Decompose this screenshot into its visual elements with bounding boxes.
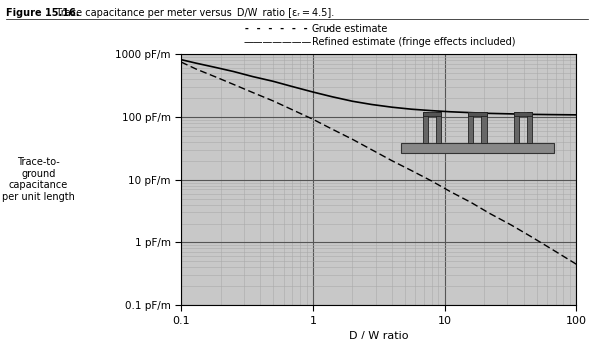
Text: Crude estimate: Crude estimate bbox=[312, 24, 387, 34]
Text: ———————: ——————— bbox=[244, 37, 312, 47]
Text: Refined estimate (fringe effects included): Refined estimate (fringe effects include… bbox=[312, 37, 516, 47]
Text: Trace capacitance per meter versus  D/W  ratio [εᵣ = 4.5].: Trace capacitance per meter versus D/W r… bbox=[50, 8, 335, 18]
X-axis label: D / W ratio: D / W ratio bbox=[349, 331, 409, 339]
Text: Trace-to-
ground
capacitance
per unit length: Trace-to- ground capacitance per unit le… bbox=[2, 157, 75, 202]
Text: - - - - - - - -: - - - - - - - - bbox=[244, 24, 331, 34]
Text: Figure 15.16.: Figure 15.16. bbox=[6, 8, 80, 18]
